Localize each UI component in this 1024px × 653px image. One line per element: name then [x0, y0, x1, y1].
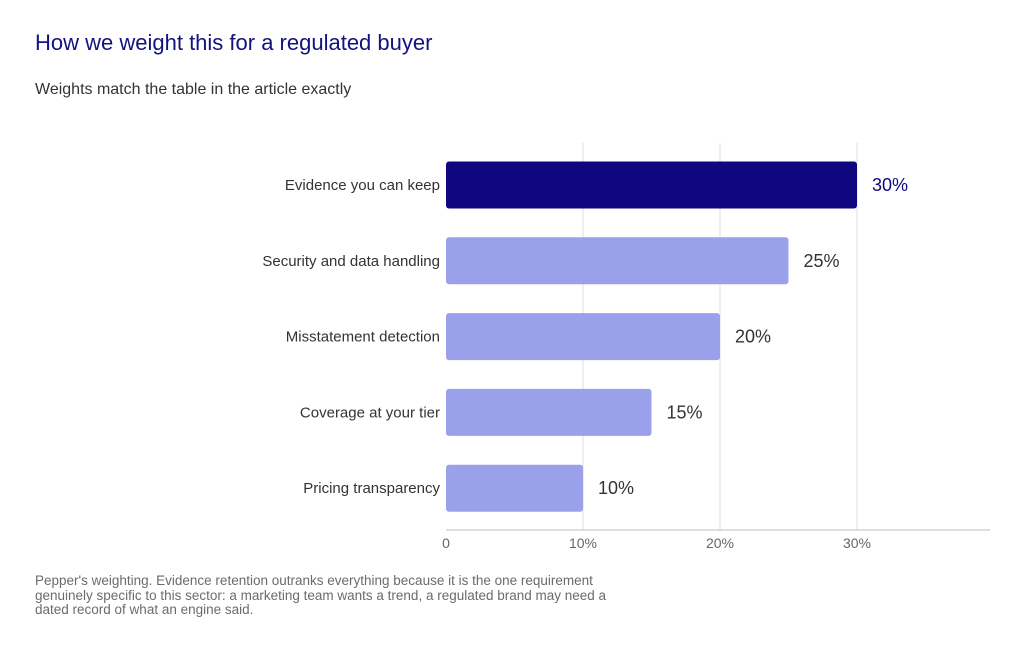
x-tick-label: 30%	[843, 535, 871, 551]
value-label: 15%	[667, 402, 703, 422]
category-label: Misstatement detection	[286, 329, 440, 346]
x-tick-label: 10%	[569, 535, 597, 551]
bar	[446, 313, 720, 361]
x-tick-label: 20%	[706, 535, 734, 551]
bar	[446, 388, 652, 436]
footnote: Pepper's weighting. Evidence retention o…	[35, 573, 607, 617]
chart-subtitle: Weights match the table in the article e…	[35, 81, 352, 98]
x-tick-label: 0	[442, 535, 450, 551]
category-label: Security and data handling	[262, 253, 440, 270]
category-label: Evidence you can keep	[285, 177, 440, 194]
value-label: 20%	[735, 327, 771, 347]
chart-title: How we weight this for a regulated buyer	[35, 30, 433, 55]
category-label: Pricing transparency	[303, 480, 440, 497]
value-label: 10%	[598, 478, 634, 498]
bar	[446, 464, 583, 512]
value-label: 25%	[804, 251, 840, 271]
value-label: 30%	[872, 175, 908, 195]
bar	[446, 161, 857, 209]
category-label: Coverage at your tier	[300, 404, 440, 421]
bar	[446, 237, 789, 285]
